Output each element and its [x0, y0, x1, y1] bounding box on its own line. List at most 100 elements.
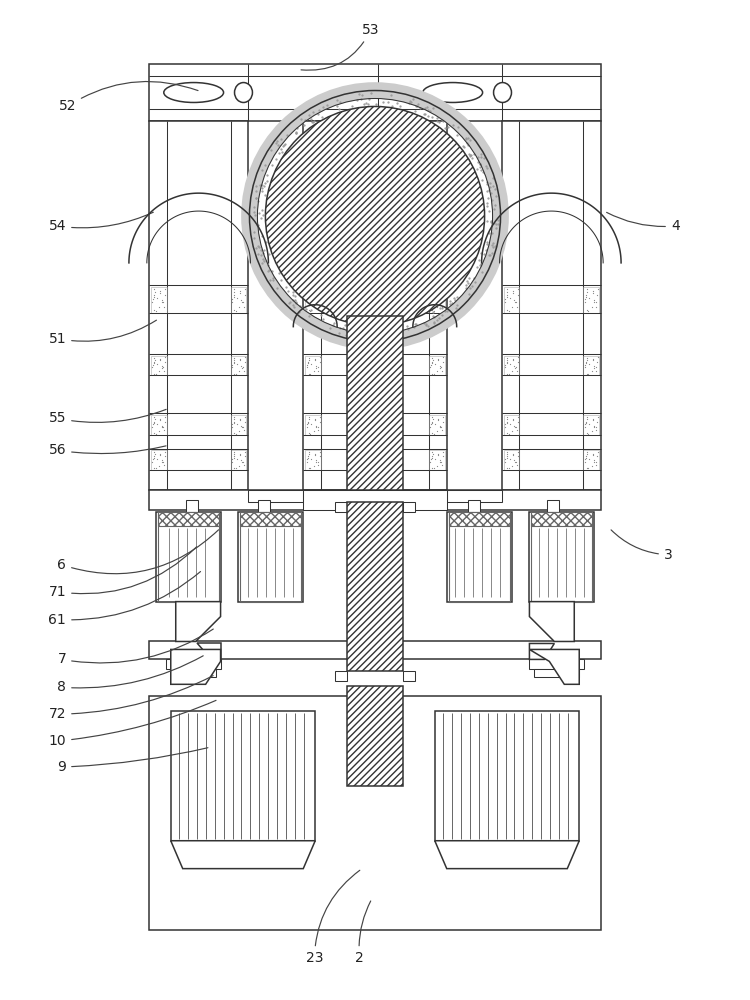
Point	[426, 281, 438, 297]
Point	[308, 351, 320, 367]
Point	[500, 416, 512, 432]
Point	[506, 363, 518, 379]
Point	[432, 352, 444, 368]
Point	[226, 294, 238, 310]
Point	[504, 356, 516, 372]
Bar	[503, 450, 520, 470]
Point	[309, 285, 321, 301]
Point	[308, 411, 320, 427]
Point	[580, 289, 592, 305]
Point	[314, 444, 326, 460]
Point	[426, 448, 438, 464]
Point	[502, 411, 514, 427]
Point	[234, 447, 246, 463]
Point	[301, 454, 313, 470]
Point	[511, 363, 523, 379]
Bar	[335, 502, 347, 512]
Point	[579, 357, 591, 373]
Point	[228, 366, 240, 382]
Bar	[239, 512, 302, 602]
Point	[147, 357, 159, 373]
Point	[229, 352, 241, 368]
Point	[500, 291, 512, 307]
Point	[586, 446, 598, 462]
Bar	[166, 659, 220, 669]
Bar	[151, 415, 166, 435]
Point	[427, 411, 439, 427]
Point	[428, 366, 440, 382]
Point	[151, 290, 163, 306]
Point	[429, 416, 441, 432]
Point	[148, 411, 160, 427]
Point	[234, 352, 246, 368]
Point	[432, 446, 444, 462]
Point	[314, 287, 326, 303]
Point	[583, 460, 595, 476]
Point	[584, 356, 596, 372]
Point	[580, 287, 592, 303]
Point	[501, 450, 513, 466]
Text: 71: 71	[49, 547, 196, 599]
Point	[592, 444, 604, 460]
Point	[303, 350, 315, 366]
Point	[590, 454, 602, 470]
Point	[228, 450, 240, 466]
Point	[579, 451, 591, 467]
Bar	[148, 696, 602, 930]
Text: 8: 8	[57, 656, 203, 694]
Point	[589, 419, 601, 435]
Point	[154, 285, 166, 301]
Point	[437, 414, 449, 430]
Point	[305, 290, 317, 306]
Bar	[403, 502, 415, 512]
Point	[226, 291, 238, 307]
Point	[433, 418, 445, 434]
Point	[512, 444, 524, 460]
Bar	[403, 671, 415, 681]
Point	[507, 285, 519, 301]
Point	[510, 419, 522, 435]
Point	[579, 291, 591, 307]
Point	[586, 285, 598, 301]
Ellipse shape	[266, 106, 484, 326]
Point	[154, 447, 166, 463]
Text: 7: 7	[58, 629, 213, 666]
Point	[153, 458, 165, 474]
Point	[437, 448, 449, 464]
Point	[153, 423, 165, 439]
Point	[309, 412, 321, 428]
Point	[236, 358, 248, 374]
Point	[432, 351, 444, 367]
Point	[158, 294, 170, 310]
Point	[305, 356, 317, 372]
Text: 55: 55	[49, 409, 166, 425]
Point	[507, 412, 519, 428]
Bar	[347, 686, 403, 786]
Point	[504, 290, 516, 306]
Point	[230, 366, 242, 382]
Point	[580, 460, 592, 476]
Point	[428, 303, 440, 319]
Bar	[303, 490, 447, 510]
Point	[437, 444, 449, 460]
Point	[304, 366, 316, 382]
Point	[148, 425, 160, 441]
Point	[310, 452, 322, 468]
Point	[501, 409, 513, 425]
Text: 2: 2	[355, 901, 370, 965]
Bar	[158, 512, 218, 602]
Point	[424, 294, 436, 310]
Point	[156, 454, 168, 470]
Point	[236, 294, 248, 310]
Text: 72: 72	[49, 676, 213, 721]
Point	[426, 350, 438, 366]
Point	[592, 354, 604, 370]
Point	[580, 281, 592, 297]
Point	[156, 452, 168, 468]
Point	[226, 451, 238, 467]
Point	[312, 359, 324, 375]
Point	[310, 292, 322, 308]
Point	[580, 302, 592, 318]
Point	[226, 454, 238, 470]
Point	[158, 422, 170, 438]
